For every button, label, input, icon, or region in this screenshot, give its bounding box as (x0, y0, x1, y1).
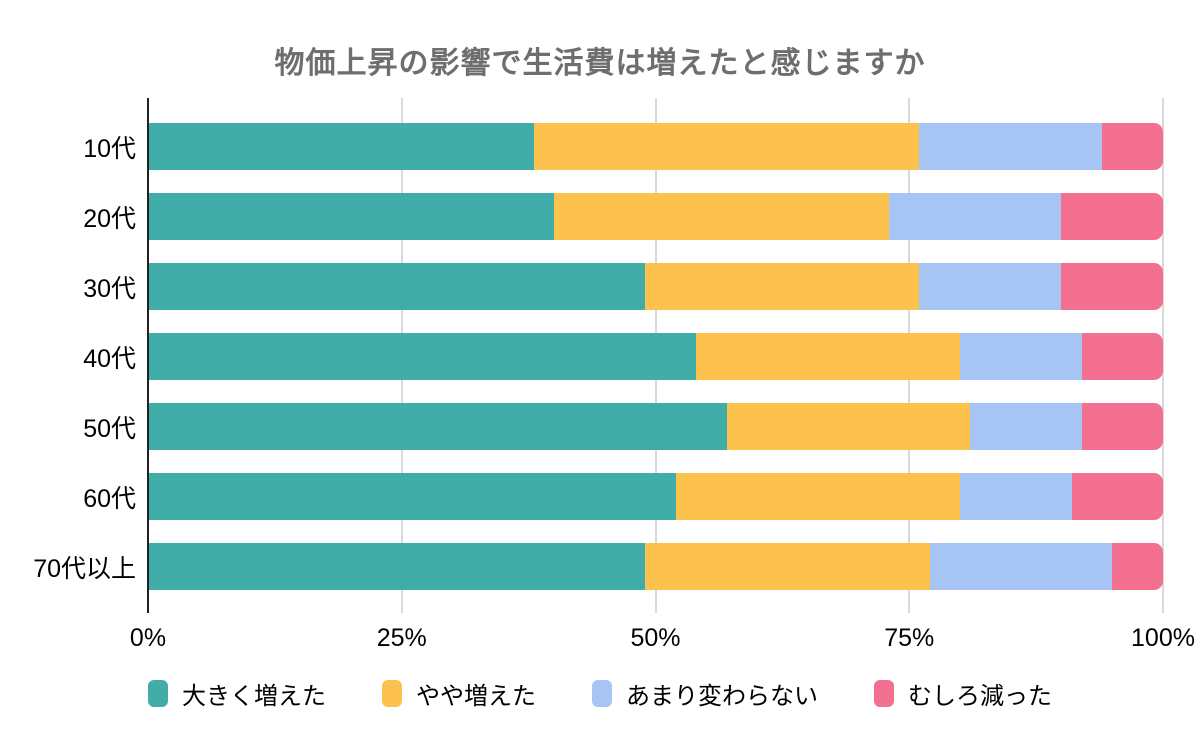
y-axis-label-50代: 50代 (83, 414, 136, 443)
plot-area (147, 98, 1164, 613)
legend-swatch-icon (382, 680, 402, 707)
bar-row-60代 (148, 473, 1163, 520)
y-axis-label-60代: 60代 (83, 484, 136, 513)
bar-segment-70代以上-大きく増えた[interactable] (148, 543, 646, 590)
y-axis-label-70代以上: 70代以上 (33, 554, 136, 583)
bar-segment-10代-やや増えた[interactable] (533, 123, 920, 170)
bar-segment-40代-むしろ減った[interactable] (1081, 333, 1163, 380)
bar-segment-10代-あまり変わらない[interactable] (919, 123, 1103, 170)
bar-segment-50代-大きく増えた[interactable] (148, 403, 727, 450)
x-axis-tick-label-50%: 50% (630, 624, 681, 652)
legend-label: やや増えた (416, 683, 536, 710)
chart-title: 物価上昇の影響で生活費は増えたと感じますか (274, 47, 926, 80)
bar-row-10代 (148, 123, 1163, 170)
legend-label: 大きく増えた (182, 683, 326, 710)
x-axis-tick-label-75%: 75% (884, 624, 935, 652)
legend-item-あまり変わらない[interactable]: あまり変わらない (592, 676, 818, 711)
bar-segment-50代-あまり変わらない[interactable] (970, 403, 1082, 450)
bar-segment-50代-むしろ減った[interactable] (1081, 403, 1163, 450)
bar-segment-70代以上-むしろ減った[interactable] (1112, 543, 1163, 590)
legend-swatch-icon (148, 680, 168, 707)
bar-segment-50代-やや増えた[interactable] (726, 403, 971, 450)
bar-segment-40代-あまり変わらない[interactable] (959, 333, 1082, 380)
bar-segment-30代-やや増えた[interactable] (645, 263, 920, 310)
legend-swatch-icon (874, 680, 894, 707)
bar-segment-70代以上-やや増えた[interactable] (645, 543, 930, 590)
bar-segment-60代-大きく増えた[interactable] (148, 473, 676, 520)
legend-swatch-icon (592, 680, 612, 707)
bar-segment-40代-大きく増えた[interactable] (148, 333, 697, 380)
legend-item-やや増えた[interactable]: やや増えた (382, 676, 536, 711)
legend: 大きく増えた やや増えた あまり変わらない むしろ減った (0, 676, 1200, 711)
bar-segment-20代-むしろ減った[interactable] (1061, 193, 1163, 240)
bar-segment-20代-大きく増えた[interactable] (148, 193, 554, 240)
y-axis-label-10代: 10代 (83, 134, 136, 163)
bar-row-20代 (148, 193, 1163, 240)
bar-segment-40代-やや増えた[interactable] (696, 333, 960, 380)
y-axis-label-30代: 30代 (83, 274, 136, 303)
bar-segment-70代以上-あまり変わらない[interactable] (929, 543, 1113, 590)
x-axis-tick-label-25%: 25% (376, 624, 427, 652)
y-axis-line (147, 98, 149, 613)
x-axis-tick-label-0%: 0% (129, 624, 167, 652)
bar-segment-20代-あまり変わらない[interactable] (888, 193, 1062, 240)
bar-segment-10代-むしろ減った[interactable] (1102, 123, 1163, 170)
bar-row-30代 (148, 263, 1163, 310)
gridline-100 (1162, 98, 1164, 613)
legend-item-むしろ減った[interactable]: むしろ減った (874, 676, 1052, 711)
bar-segment-30代-あまり変わらない[interactable] (919, 263, 1062, 310)
legend-item-大きく増えた[interactable]: 大きく増えた (148, 676, 326, 711)
bar-segment-20代-やや増えた[interactable] (554, 193, 889, 240)
bar-row-50代 (148, 403, 1163, 450)
bar-segment-60代-むしろ減った[interactable] (1071, 473, 1163, 520)
bar-segment-30代-大きく増えた[interactable] (148, 263, 646, 310)
y-axis-label-20代: 20代 (83, 204, 136, 233)
legend-label: あまり変わらない (626, 683, 818, 710)
x-axis-tick-label-100%: 100% (1131, 624, 1195, 652)
bar-segment-60代-やや増えた[interactable] (675, 473, 960, 520)
bar-row-70代以上 (148, 543, 1163, 590)
bar-segment-10代-大きく増えた[interactable] (148, 123, 534, 170)
bar-row-40代 (148, 333, 1163, 380)
legend-label: むしろ減った (908, 683, 1052, 710)
y-axis-label-40代: 40代 (83, 344, 136, 373)
bar-segment-60代-あまり変わらない[interactable] (959, 473, 1072, 520)
bar-segment-30代-むしろ減った[interactable] (1061, 263, 1163, 310)
